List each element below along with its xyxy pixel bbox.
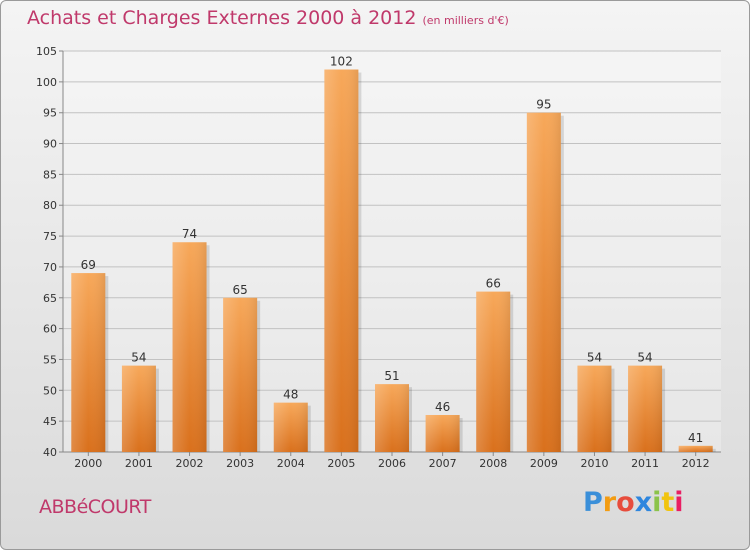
- bar-highlight: [172, 242, 207, 452]
- data-label: 41: [688, 431, 703, 445]
- data-label: 65: [233, 283, 248, 297]
- y-tick-label: 85: [43, 168, 57, 181]
- bar-highlight: [577, 365, 612, 452]
- y-tick-label: 100: [36, 76, 57, 89]
- bar-highlight: [121, 365, 156, 452]
- bar-highlight: [678, 445, 713, 452]
- y-tick-label: 90: [43, 138, 57, 151]
- y-tick-label: 80: [43, 199, 57, 212]
- y-tick-label: 75: [43, 230, 57, 243]
- data-label: 69: [81, 258, 96, 272]
- bar-highlight: [71, 273, 106, 452]
- x-tick-label: 2011: [631, 457, 659, 470]
- x-tick-label: 2007: [429, 457, 457, 470]
- data-label: 54: [587, 351, 602, 365]
- data-label: 54: [131, 351, 146, 365]
- bar-highlight: [324, 69, 359, 452]
- bar-highlight: [375, 384, 409, 452]
- data-labels: 69 54 74 65 48 102 51 46 66 95 54 54 41: [81, 55, 704, 445]
- data-label: 95: [536, 98, 551, 112]
- chart-title: Achats et Charges Externes 2000 à 2012 (e…: [27, 7, 509, 29]
- bars: [71, 69, 716, 452]
- y-tick-label: 60: [43, 323, 57, 336]
- y-tick-label: 70: [43, 261, 57, 274]
- data-label: 51: [384, 369, 399, 383]
- bar-highlight: [223, 297, 258, 452]
- chart-title-text: Achats et Charges Externes 2000 à 2012: [27, 7, 417, 29]
- bar-highlight: [526, 112, 561, 452]
- data-label: 46: [435, 400, 450, 414]
- logo-letter: t: [661, 487, 675, 518]
- axes: 40 45 50 55 60 65 70 75 80 85 90 95 100 105 2000 2001 20…: [36, 45, 721, 470]
- x-tick-label: 2005: [327, 457, 355, 470]
- proxiti-logo[interactable]: Proxiti: [583, 487, 684, 518]
- logo-letter: x: [634, 487, 653, 518]
- bar-highlight: [476, 291, 511, 452]
- x-tick-label: 2012: [682, 457, 710, 470]
- x-tick-label: 2000: [74, 457, 102, 470]
- y-tick-label: 45: [43, 415, 57, 428]
- x-tick-label: 2001: [125, 457, 153, 470]
- x-tick-label: 2009: [530, 457, 558, 470]
- y-tick-label: 105: [36, 45, 57, 58]
- logo-letter: P: [583, 487, 603, 518]
- x-tick-label: 2004: [277, 457, 305, 470]
- x-tick-label: 2010: [580, 457, 608, 470]
- y-tick-label: 95: [43, 107, 57, 120]
- x-tick-label: 2008: [479, 457, 507, 470]
- y-tick-label: 40: [43, 446, 57, 459]
- commune-name: ABBéCOURT: [39, 496, 151, 518]
- y-tick-label: 50: [43, 384, 57, 397]
- bar-highlight: [628, 365, 663, 452]
- y-tick-label: 55: [43, 353, 57, 366]
- x-tick-label: 2002: [176, 457, 204, 470]
- logo-letter: i: [674, 487, 684, 518]
- logo-letter: o: [616, 487, 635, 518]
- chart-subtitle: (en milliers d'€): [422, 14, 509, 27]
- y-tick-label: 65: [43, 292, 57, 305]
- x-tick-label: 2006: [378, 457, 406, 470]
- logo-letter: i: [652, 487, 662, 518]
- bar-highlight: [425, 414, 460, 452]
- x-tick-label: 2003: [226, 457, 254, 470]
- logo-letter: r: [602, 487, 617, 518]
- bar-highlight: [273, 402, 308, 452]
- data-label: 66: [486, 277, 501, 291]
- data-label: 48: [283, 388, 298, 402]
- data-label: 54: [637, 351, 652, 365]
- data-label: 74: [182, 227, 197, 241]
- data-label: 102: [330, 55, 353, 69]
